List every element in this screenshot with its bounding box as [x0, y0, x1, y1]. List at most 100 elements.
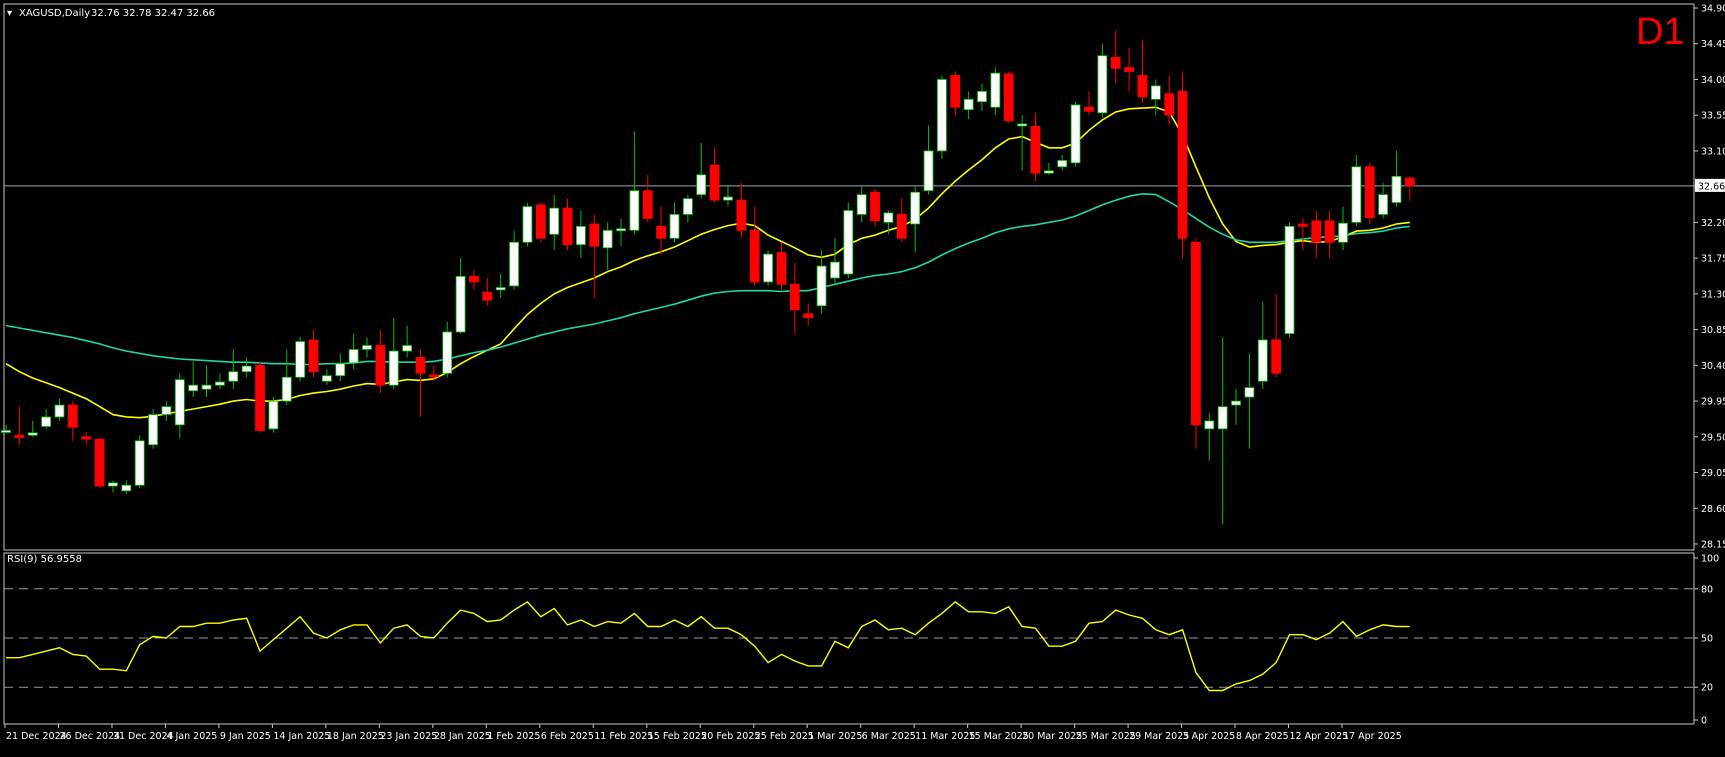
candle: [1204, 412, 1215, 461]
candle-body: [1124, 67, 1134, 72]
price-tick-label: 29.05: [1701, 468, 1725, 479]
candle-body: [870, 191, 880, 222]
candle-body: [268, 400, 279, 430]
candle-body: [415, 356, 426, 374]
candle: [188, 361, 199, 398]
price-tick-label: 30.40: [1701, 361, 1725, 372]
candle-body: [803, 313, 814, 319]
candle: [910, 186, 921, 253]
candle: [1324, 210, 1335, 259]
candle-body: [321, 375, 332, 382]
candle: [1191, 238, 1201, 449]
candle-body: [1084, 106, 1094, 112]
candle: [81, 432, 92, 445]
candle-body: [201, 384, 212, 390]
candle: [1030, 112, 1041, 182]
candle: [495, 274, 506, 298]
candle-body: [1204, 420, 1215, 430]
candle-body: [1404, 177, 1415, 187]
candle: [950, 71, 961, 116]
rsi-label: RSI(9) 56.9558: [7, 554, 82, 565]
candle-body: [576, 225, 586, 246]
candle: [1364, 162, 1375, 224]
candle: [1338, 206, 1348, 251]
candle: [1137, 39, 1148, 104]
candle: [1017, 115, 1028, 171]
price-panel-frame: [3, 3, 1695, 551]
candle-body: [843, 210, 854, 275]
candle: [94, 438, 105, 488]
price-axis: 34.90 34.45 34.00 33.55 33.10 32.66 32.20 31.75…: [1694, 4, 1725, 551]
candle-body: [188, 384, 199, 392]
candle: [1, 424, 11, 434]
candle-body: [709, 164, 720, 201]
time-tick-label: 12 Apr 2025: [1290, 731, 1349, 742]
candle-body: [335, 363, 346, 377]
candle-body: [1097, 55, 1108, 114]
price-tick-label: 32.20: [1701, 218, 1725, 229]
candle-body: [535, 204, 546, 239]
candle-body: [362, 345, 372, 350]
candle: [321, 369, 332, 386]
time-tick-label: 1 Mar 2025: [808, 731, 862, 742]
candle-body: [1311, 220, 1322, 243]
ohlc-readout: 32.76 32.78 32.47 32.66: [91, 8, 215, 19]
candle: [1311, 210, 1322, 259]
candle-body: [1378, 194, 1389, 215]
candle: [255, 361, 265, 433]
candle-body: [174, 379, 185, 426]
candle-body: [1017, 123, 1028, 127]
candle: [469, 270, 479, 290]
candle-body: [656, 225, 667, 239]
candle-body: [375, 345, 386, 386]
time-tick-label: 11 Mar 2025: [915, 731, 975, 742]
symbol-dropdown-icon[interactable]: ▾: [7, 8, 12, 19]
time-tick-label: 6 Feb 2025: [541, 731, 594, 742]
candles: [1, 30, 1415, 525]
candle: [509, 230, 519, 290]
candle: [562, 198, 573, 251]
candle: [442, 321, 453, 378]
candle: [616, 218, 626, 247]
candle-body: [1164, 93, 1175, 116]
candle-body: [148, 414, 158, 446]
time-tick-label: 20 Feb 2025: [701, 731, 760, 742]
candle-body: [1364, 166, 1375, 219]
candle-body: [469, 275, 479, 283]
candle-body: [67, 404, 78, 428]
candle: [1284, 222, 1295, 338]
candle-body: [295, 341, 306, 378]
candle: [535, 202, 546, 243]
candle: [1217, 337, 1228, 525]
candle-body: [27, 432, 38, 436]
candle-body: [963, 98, 974, 111]
candle-body: [696, 174, 707, 196]
candle-body: [81, 436, 92, 440]
time-tick-label: 25 Feb 2025: [755, 731, 814, 742]
rsi-panel: 100 80 50 20 0: [4, 554, 1719, 727]
time-tick-label: 17 Apr 2025: [1343, 731, 1402, 742]
candle: [161, 401, 172, 421]
candle: [816, 250, 827, 314]
candle: [923, 125, 934, 195]
candle-body: [522, 206, 533, 243]
candle: [883, 210, 894, 235]
price-tick-label: 29.95: [1701, 397, 1725, 408]
candle-body: [134, 440, 145, 486]
candle: [856, 186, 867, 223]
candle-body: [1070, 104, 1081, 164]
candle: [482, 277, 493, 306]
candle: [776, 242, 787, 290]
time-tick-label: 6 Mar 2025: [862, 731, 916, 742]
candle-body: [977, 90, 987, 103]
candle: [669, 202, 680, 243]
candle: [1378, 182, 1389, 219]
price-tick-label: 29.50: [1701, 432, 1725, 443]
candle: [121, 480, 132, 494]
price-tick-label: 34.90: [1701, 4, 1725, 15]
candle: [642, 174, 653, 223]
time-tick-label: 25 Mar 2025: [1076, 731, 1136, 742]
candle: [843, 202, 854, 278]
rsi-tick-label: 20: [1701, 683, 1713, 694]
